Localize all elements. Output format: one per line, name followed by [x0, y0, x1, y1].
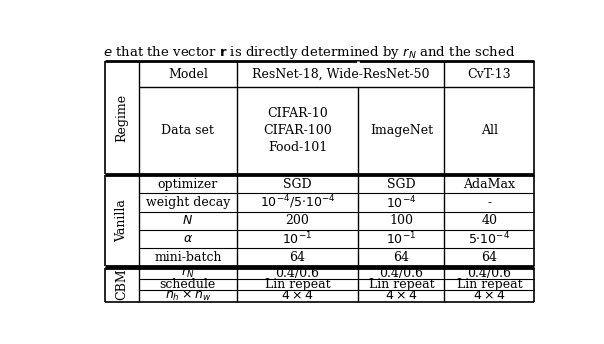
Text: 0.4/0.6: 0.4/0.6	[379, 267, 423, 280]
Text: CBM: CBM	[115, 269, 129, 300]
Text: Regime: Regime	[115, 94, 129, 142]
Text: $4 \times 4$: $4 \times 4$	[385, 289, 417, 302]
Text: $n_h \times n_w$: $n_h \times n_w$	[165, 289, 211, 303]
Text: $10^{-4}/5{\cdot}10^{-4}$: $10^{-4}/5{\cdot}10^{-4}$	[260, 194, 335, 211]
Text: $\alpha$: $\alpha$	[183, 232, 193, 245]
Text: Lin repeat: Lin repeat	[457, 278, 522, 291]
Text: AdaMax: AdaMax	[463, 178, 515, 191]
Text: SGD: SGD	[387, 178, 416, 191]
Text: 0.4/0.6: 0.4/0.6	[467, 267, 512, 280]
Text: 40: 40	[481, 214, 497, 227]
Text: Vanilla: Vanilla	[115, 199, 129, 242]
Text: $4 \times 4$: $4 \times 4$	[473, 289, 506, 302]
Text: optimizer: optimizer	[158, 178, 218, 191]
Text: 0.4/0.6: 0.4/0.6	[275, 267, 320, 280]
Text: Lin repeat: Lin repeat	[368, 278, 434, 291]
Text: $10^{-1}$: $10^{-1}$	[387, 230, 416, 247]
Text: $N$: $N$	[182, 214, 193, 227]
Text: -: -	[487, 196, 492, 209]
Text: $5{\cdot}10^{-4}$: $5{\cdot}10^{-4}$	[468, 230, 510, 247]
Text: ResNet-18, Wide-ResNet-50: ResNet-18, Wide-ResNet-50	[252, 67, 429, 80]
Text: $4 \times 4$: $4 \times 4$	[281, 289, 314, 302]
Text: SGD: SGD	[283, 178, 312, 191]
Text: 64: 64	[393, 250, 410, 264]
Text: schedule: schedule	[159, 278, 216, 291]
Text: $e$ that the vector $\mathbf{r}$ is directly determined by $r_N$ and the sched: $e$ that the vector $\mathbf{r}$ is dire…	[103, 44, 516, 61]
Text: 200: 200	[286, 214, 309, 227]
Text: Model: Model	[168, 67, 208, 80]
Text: ImageNet: ImageNet	[370, 124, 433, 137]
Text: Lin repeat: Lin repeat	[265, 278, 330, 291]
Text: 64: 64	[481, 250, 497, 264]
Text: All: All	[481, 124, 498, 137]
Text: weight decay: weight decay	[146, 196, 230, 209]
Text: mini-batch: mini-batch	[154, 250, 222, 264]
Text: 100: 100	[390, 214, 413, 227]
Text: Data set: Data set	[161, 124, 214, 137]
Text: CvT-13: CvT-13	[467, 67, 511, 80]
Text: $10^{-4}$: $10^{-4}$	[386, 194, 417, 211]
Text: 64: 64	[289, 250, 306, 264]
Text: CIFAR-10
CIFAR-100
Food-101: CIFAR-10 CIFAR-100 Food-101	[263, 107, 332, 154]
Text: $r_N$: $r_N$	[181, 266, 194, 280]
Text: $10^{-1}$: $10^{-1}$	[283, 230, 313, 247]
